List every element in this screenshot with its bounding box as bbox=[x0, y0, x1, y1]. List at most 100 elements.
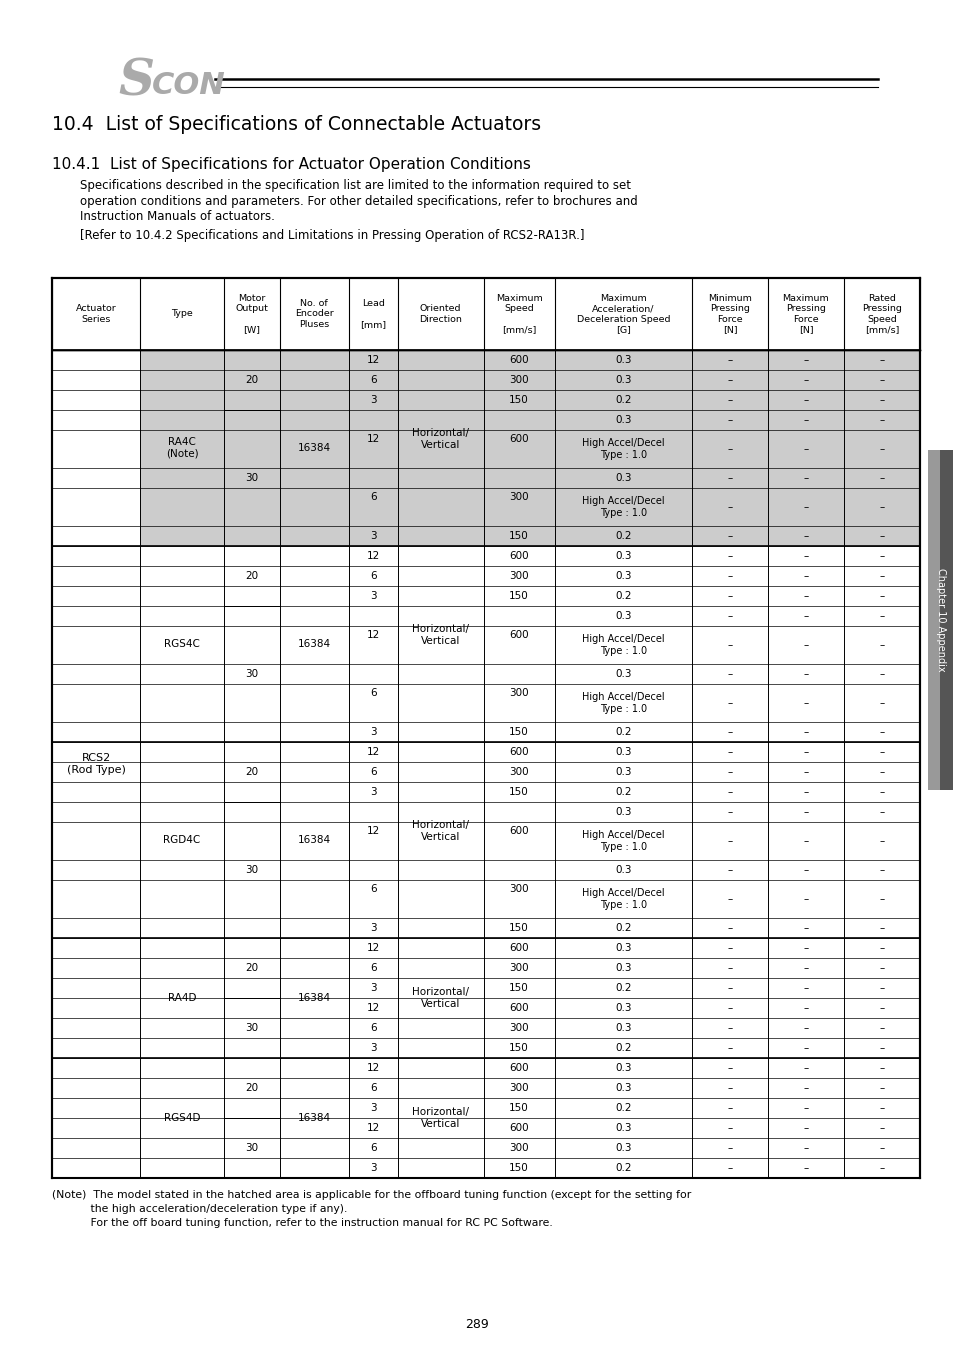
Text: 0.3: 0.3 bbox=[615, 747, 631, 757]
Text: 20: 20 bbox=[245, 963, 258, 973]
Text: 300: 300 bbox=[509, 884, 528, 894]
Text: Horizontal/
Vertical: Horizontal/ Vertical bbox=[412, 1107, 469, 1129]
Text: 0.3: 0.3 bbox=[615, 1083, 631, 1094]
Text: –: – bbox=[802, 396, 808, 405]
Text: 300: 300 bbox=[509, 375, 528, 385]
Text: 16384: 16384 bbox=[297, 994, 331, 1003]
Text: 600: 600 bbox=[509, 551, 528, 562]
Text: 600: 600 bbox=[509, 433, 528, 444]
Text: Maximum
Speed

[mm/s]: Maximum Speed [mm/s] bbox=[496, 294, 542, 333]
Text: 16384: 16384 bbox=[297, 639, 331, 649]
Text: –: – bbox=[802, 983, 808, 994]
Text: –: – bbox=[879, 414, 883, 425]
Bar bbox=[767, 468, 843, 487]
Text: 6: 6 bbox=[370, 963, 376, 973]
Text: –: – bbox=[879, 444, 883, 454]
Text: 20: 20 bbox=[245, 571, 258, 580]
Bar bbox=[767, 370, 843, 390]
Text: 6: 6 bbox=[370, 767, 376, 778]
Text: –: – bbox=[879, 502, 883, 512]
Text: –: – bbox=[802, 1143, 808, 1153]
Text: –: – bbox=[726, 747, 732, 757]
Text: –: – bbox=[879, 1062, 883, 1073]
Text: –: – bbox=[802, 670, 808, 679]
Text: 0.2: 0.2 bbox=[615, 787, 631, 796]
Text: –: – bbox=[802, 551, 808, 562]
Bar bbox=[554, 526, 691, 545]
Text: 0.2: 0.2 bbox=[615, 983, 631, 994]
Text: 300: 300 bbox=[509, 571, 528, 580]
Text: 300: 300 bbox=[509, 767, 528, 778]
Text: –: – bbox=[879, 612, 883, 621]
Text: 20: 20 bbox=[245, 767, 258, 778]
Bar bbox=[483, 350, 554, 370]
Text: 16384: 16384 bbox=[297, 836, 331, 845]
Bar bbox=[280, 350, 349, 545]
Text: 0.3: 0.3 bbox=[615, 571, 631, 580]
Bar bbox=[843, 468, 919, 487]
Bar bbox=[939, 450, 953, 790]
Text: 300: 300 bbox=[509, 1143, 528, 1153]
Text: S: S bbox=[118, 58, 154, 107]
Text: 0.3: 0.3 bbox=[615, 1123, 631, 1133]
Text: –: – bbox=[802, 836, 808, 846]
Text: 0.3: 0.3 bbox=[615, 551, 631, 562]
Text: Minimum
Pressing
Force
[N]: Minimum Pressing Force [N] bbox=[707, 294, 751, 333]
Text: –: – bbox=[879, 894, 883, 904]
Bar bbox=[691, 431, 767, 468]
Text: 3: 3 bbox=[370, 1044, 376, 1053]
Text: 150: 150 bbox=[509, 591, 528, 601]
Text: High Accel/Decel
Type : 1.0: High Accel/Decel Type : 1.0 bbox=[581, 888, 664, 910]
Text: 0.3: 0.3 bbox=[615, 1023, 631, 1033]
Text: –: – bbox=[802, 1083, 808, 1094]
Bar bbox=[483, 390, 554, 410]
Bar bbox=[767, 390, 843, 410]
Bar bbox=[767, 431, 843, 468]
Text: –: – bbox=[879, 472, 883, 483]
Bar bbox=[843, 431, 919, 468]
Text: –: – bbox=[802, 865, 808, 875]
Text: 0.3: 0.3 bbox=[615, 865, 631, 875]
Bar bbox=[554, 390, 691, 410]
Text: 3: 3 bbox=[370, 531, 376, 541]
Text: –: – bbox=[726, 894, 732, 904]
Bar bbox=[349, 526, 397, 545]
Text: –: – bbox=[726, 698, 732, 707]
Text: –: – bbox=[726, 355, 732, 364]
Text: 12: 12 bbox=[366, 551, 379, 562]
Text: –: – bbox=[802, 375, 808, 385]
Bar bbox=[691, 410, 767, 431]
Text: –: – bbox=[879, 355, 883, 364]
Text: 3: 3 bbox=[370, 983, 376, 994]
Text: 12: 12 bbox=[366, 630, 379, 640]
Text: –: – bbox=[802, 502, 808, 512]
Bar bbox=[349, 468, 397, 526]
Text: 600: 600 bbox=[509, 747, 528, 757]
Text: –: – bbox=[726, 1003, 732, 1012]
Text: 0.2: 0.2 bbox=[615, 1044, 631, 1053]
Text: –: – bbox=[726, 375, 732, 385]
Bar bbox=[397, 370, 483, 390]
Text: 0.3: 0.3 bbox=[615, 944, 631, 953]
Text: 0.3: 0.3 bbox=[615, 414, 631, 425]
Text: 10.4  List of Specifications of Connectable Actuators: 10.4 List of Specifications of Connectab… bbox=[52, 116, 540, 135]
Text: –: – bbox=[726, 444, 732, 454]
Text: –: – bbox=[879, 923, 883, 933]
Bar bbox=[397, 410, 483, 468]
Text: 30: 30 bbox=[245, 1143, 258, 1153]
Text: –: – bbox=[802, 787, 808, 796]
Text: –: – bbox=[802, 1103, 808, 1112]
Text: 3: 3 bbox=[370, 591, 376, 601]
Bar bbox=[691, 350, 767, 370]
Text: –: – bbox=[726, 531, 732, 541]
Bar bbox=[397, 468, 483, 526]
Bar bbox=[397, 350, 483, 370]
Text: [Refer to 10.4.2 Specifications and Limitations in Pressing Operation of RCS2-RA: [Refer to 10.4.2 Specifications and Limi… bbox=[80, 228, 584, 242]
Text: –: – bbox=[726, 472, 732, 483]
Text: –: – bbox=[879, 1143, 883, 1153]
Text: 0.3: 0.3 bbox=[615, 355, 631, 364]
Bar bbox=[691, 468, 767, 487]
Text: RA4D: RA4D bbox=[168, 994, 196, 1003]
Text: 6: 6 bbox=[370, 1083, 376, 1094]
Text: 16384: 16384 bbox=[297, 1112, 331, 1123]
